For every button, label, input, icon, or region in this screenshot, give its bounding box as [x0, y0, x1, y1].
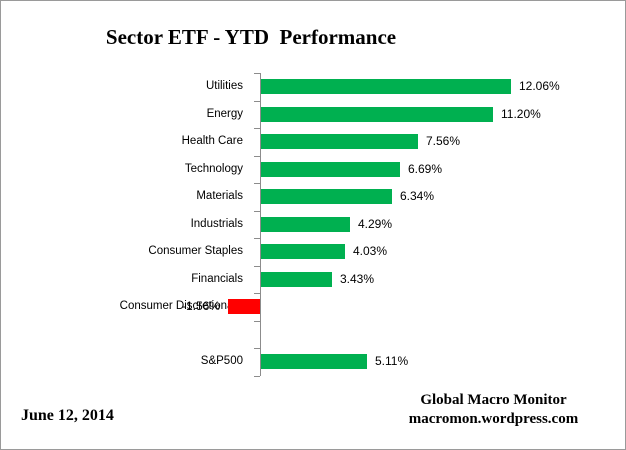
category-label-industrials: Industrials: [190, 218, 243, 230]
category-label-energy: Energy: [206, 108, 243, 120]
value-label-materials: 6.34%: [400, 189, 435, 203]
axis-tick: [254, 211, 260, 212]
bar-consumer-staples: [261, 244, 345, 259]
axis-tick: [254, 266, 260, 267]
value-label-industrials: 4.29%: [358, 217, 393, 231]
category-label-consumer-staples: Consumer Staples: [148, 245, 243, 257]
value-label-health-care: 7.56%: [426, 134, 461, 148]
bar-health-care: [261, 134, 418, 149]
category-label-health-care: Health Care: [181, 135, 243, 147]
footer-date: June 12, 2014: [21, 407, 114, 424]
category-label-s-p500: S&P500: [200, 355, 243, 367]
category-label-consumer-discretionary: Consumer Discretionary: [119, 300, 243, 312]
footer-credit-line2: macromon.wordpress.com: [408, 411, 579, 427]
bar-financials: [261, 272, 332, 287]
value-label-s-p500: 5.11%: [375, 354, 409, 368]
bar-s-p500: [261, 354, 367, 369]
bar-technology: [261, 162, 400, 177]
axis-tick: [254, 321, 260, 322]
value-label-consumer-discretionary: -1.56%: [181, 299, 220, 313]
axis-tick: [254, 156, 260, 157]
axis-tick: [254, 73, 260, 74]
footer-credit: Global Macro Monitor macromon.wordpress.…: [386, 391, 601, 429]
axis-tick: [254, 183, 260, 184]
bar-consumer-discretionary: [228, 299, 260, 314]
bar-materials: [261, 189, 392, 204]
value-label-consumer-staples: 4.03%: [353, 244, 388, 258]
footer-credit-line1: Global Macro Monitor: [420, 392, 567, 408]
axis-tick: [254, 376, 260, 377]
category-axis-line: [260, 73, 261, 376]
category-label-utilities: Utilities: [205, 80, 243, 92]
axis-tick: [254, 293, 260, 294]
value-label-energy: 11.20%: [501, 107, 541, 121]
category-label-financials: Financials: [191, 273, 243, 285]
category-label-materials: Materials: [196, 190, 243, 202]
axis-tick: [254, 238, 260, 239]
bar-energy: [261, 107, 493, 122]
axis-tick: [254, 101, 260, 102]
value-label-utilities: 12.06%: [519, 79, 560, 93]
value-label-technology: 6.69%: [408, 162, 443, 176]
chart-title: Sector ETF - YTD Performance: [105, 25, 397, 49]
value-label-financials: 3.43%: [340, 272, 375, 286]
bar-industrials: [261, 217, 350, 232]
bar-utilities: [261, 79, 511, 94]
axis-tick: [254, 348, 260, 349]
axis-tick: [254, 128, 260, 129]
category-label-technology: Technology: [184, 163, 243, 175]
